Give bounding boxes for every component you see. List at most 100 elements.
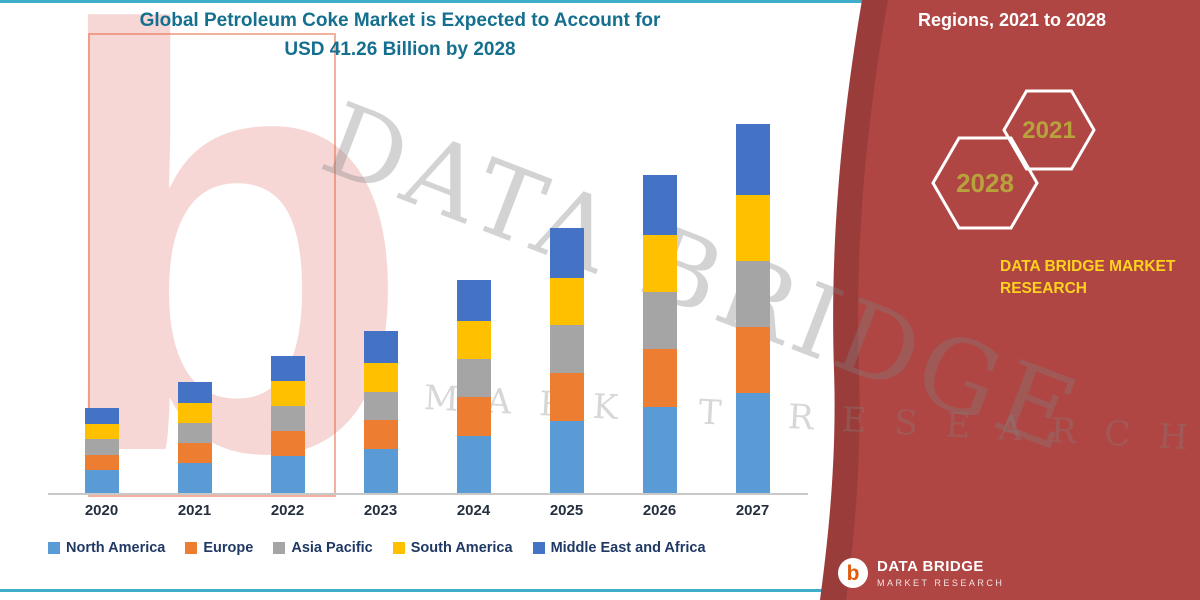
x-axis-line [48, 493, 808, 495]
bar-segment-middle-east-and-africa [456, 279, 491, 321]
bar-segment-north-america [642, 406, 677, 493]
legend-label: North America [66, 540, 166, 556]
chart-title-line1: Global Petroleum Coke Market is Expected… [139, 10, 661, 31]
bar-segment-middle-east-and-africa [735, 124, 770, 196]
bottom-accent-line [0, 589, 1200, 592]
bar-segment-europe [549, 373, 584, 422]
bar-segment-middle-east-and-africa [177, 381, 212, 404]
bar-segment-north-america [735, 393, 770, 493]
bar-segment-south-america [177, 403, 212, 424]
bar-segment-asia-pacific [456, 359, 491, 398]
bar-segment-europe [735, 327, 770, 394]
chart-column-2022: 2022 [241, 110, 334, 519]
bar-segment-middle-east-and-africa [642, 175, 677, 235]
legend-label: South America [410, 540, 513, 556]
legend: North America Europe Asia Pacific South Ame… [48, 540, 706, 556]
stacked-bar-2020 [84, 407, 119, 493]
panel-brand-text: DATA BRIDGE MARKET RESEARCH [1000, 256, 1175, 301]
bar-segment-europe [270, 430, 305, 456]
bar-segment-middle-east-and-africa [270, 356, 305, 382]
red-panel-edge-shade [820, 0, 888, 600]
stacked-bar-2024 [456, 279, 491, 493]
bar-segment-north-america [456, 435, 491, 493]
legend-swatch [48, 542, 60, 554]
chart-title: Global Petroleum Coke Market is Expected… [55, 6, 745, 65]
x-axis-label: 2023 [363, 502, 398, 519]
x-axis-label: 2020 [84, 502, 119, 519]
bar-segment-asia-pacific [84, 439, 119, 455]
bar-segment-south-america [549, 277, 584, 326]
hexagon-2028 [931, 136, 1039, 230]
bar-segment-north-america [270, 455, 305, 493]
hexagon-2021-label: 2021 [1022, 117, 1075, 144]
chart-column-2021: 2021 [148, 110, 241, 519]
stacked-bar-2022 [270, 356, 305, 493]
stacked-bar-2027 [735, 124, 770, 493]
top-accent-line [0, 0, 900, 3]
bar-segment-south-america [84, 424, 119, 440]
bar-segment-south-america [363, 362, 398, 392]
bar-segment-middle-east-and-africa [363, 331, 398, 363]
footer-logo-sub: MARKET RESEARCH [877, 578, 1005, 588]
stacked-bar-2026 [642, 175, 677, 493]
stacked-bar-2023 [363, 331, 398, 493]
stacked-bar-2021 [177, 381, 212, 493]
plot-area: 2020 2021 2022 2023 2024 2025 2026 2027 [55, 110, 799, 519]
x-axis-label: 2021 [177, 502, 212, 519]
legend-item: South America [392, 540, 513, 556]
bar-segment-asia-pacific [363, 391, 398, 421]
legend-item: Asia Pacific [273, 540, 373, 556]
hexagon-2021 [1002, 89, 1096, 171]
bar-segment-europe [642, 349, 677, 407]
bar-segment-south-america [456, 320, 491, 360]
legend-item: Europe [185, 540, 253, 556]
stacked-bar-2025 [549, 227, 584, 493]
bar-segment-asia-pacific [270, 405, 305, 431]
legend-label: Middle East and Africa [550, 540, 706, 556]
bar-segment-europe [456, 397, 491, 436]
bar-segment-asia-pacific [549, 325, 584, 374]
footer-logo: b DATA BRIDGE MARKET RESEARCH [838, 558, 1004, 588]
legend-label: Asia Pacific [291, 540, 373, 556]
panel-brand-line2: RESEARCH [1000, 280, 1087, 298]
x-axis-label: 2027 [735, 502, 770, 519]
watermark-rectangle [88, 33, 336, 497]
chart-column-2024: 2024 [427, 110, 520, 519]
panel-header: Regions, 2021 to 2028 [917, 10, 1107, 30]
legend-swatch [532, 542, 545, 554]
footer-logo-name: DATA BRIDGE [877, 558, 984, 575]
bar-segment-north-america [177, 463, 212, 493]
bar-segment-asia-pacific [177, 423, 212, 444]
red-side-panel: 2028 2021 [820, 0, 1200, 600]
legend-item: Middle East and Africa [532, 540, 706, 556]
chart-column-2020: 2020 [55, 110, 148, 519]
x-axis-label: 2026 [642, 502, 677, 519]
bar-segment-middle-east-and-africa [84, 407, 119, 425]
hexagon-2028-label: 2028 [956, 168, 1014, 198]
footer-b-icon: b [838, 558, 868, 588]
x-axis-label: 2025 [549, 502, 584, 519]
chart-title-line2: USD 41.26 Billion by 2028 [284, 39, 516, 61]
legend-swatch [185, 542, 198, 554]
bar-segment-europe [177, 443, 212, 464]
bar-segment-south-america [270, 381, 305, 406]
chart-column-2027: 2027 [706, 110, 799, 519]
legend-swatch [273, 542, 286, 554]
bar-segment-south-america [642, 234, 677, 293]
bar-segment-north-america [363, 449, 398, 493]
chart-column-2023: 2023 [334, 110, 427, 519]
x-axis-label: 2024 [456, 502, 491, 519]
x-axis-label: 2022 [270, 502, 305, 519]
legend-item: North America [48, 540, 165, 556]
panel-brand-line1: DATA BRIDGE MARKET [1000, 258, 1176, 275]
red-panel-shape [820, 0, 1200, 600]
legend-swatch [392, 542, 405, 554]
bar-segment-north-america [549, 421, 584, 493]
bar-segment-south-america [735, 195, 770, 262]
chart-column-2025: 2025 [520, 110, 613, 519]
bar-segment-europe [363, 420, 398, 449]
bar-segment-north-america [84, 470, 119, 493]
legend-label: Europe [203, 540, 254, 556]
bar-segment-asia-pacific [735, 261, 770, 328]
bar-segment-asia-pacific [642, 292, 677, 350]
